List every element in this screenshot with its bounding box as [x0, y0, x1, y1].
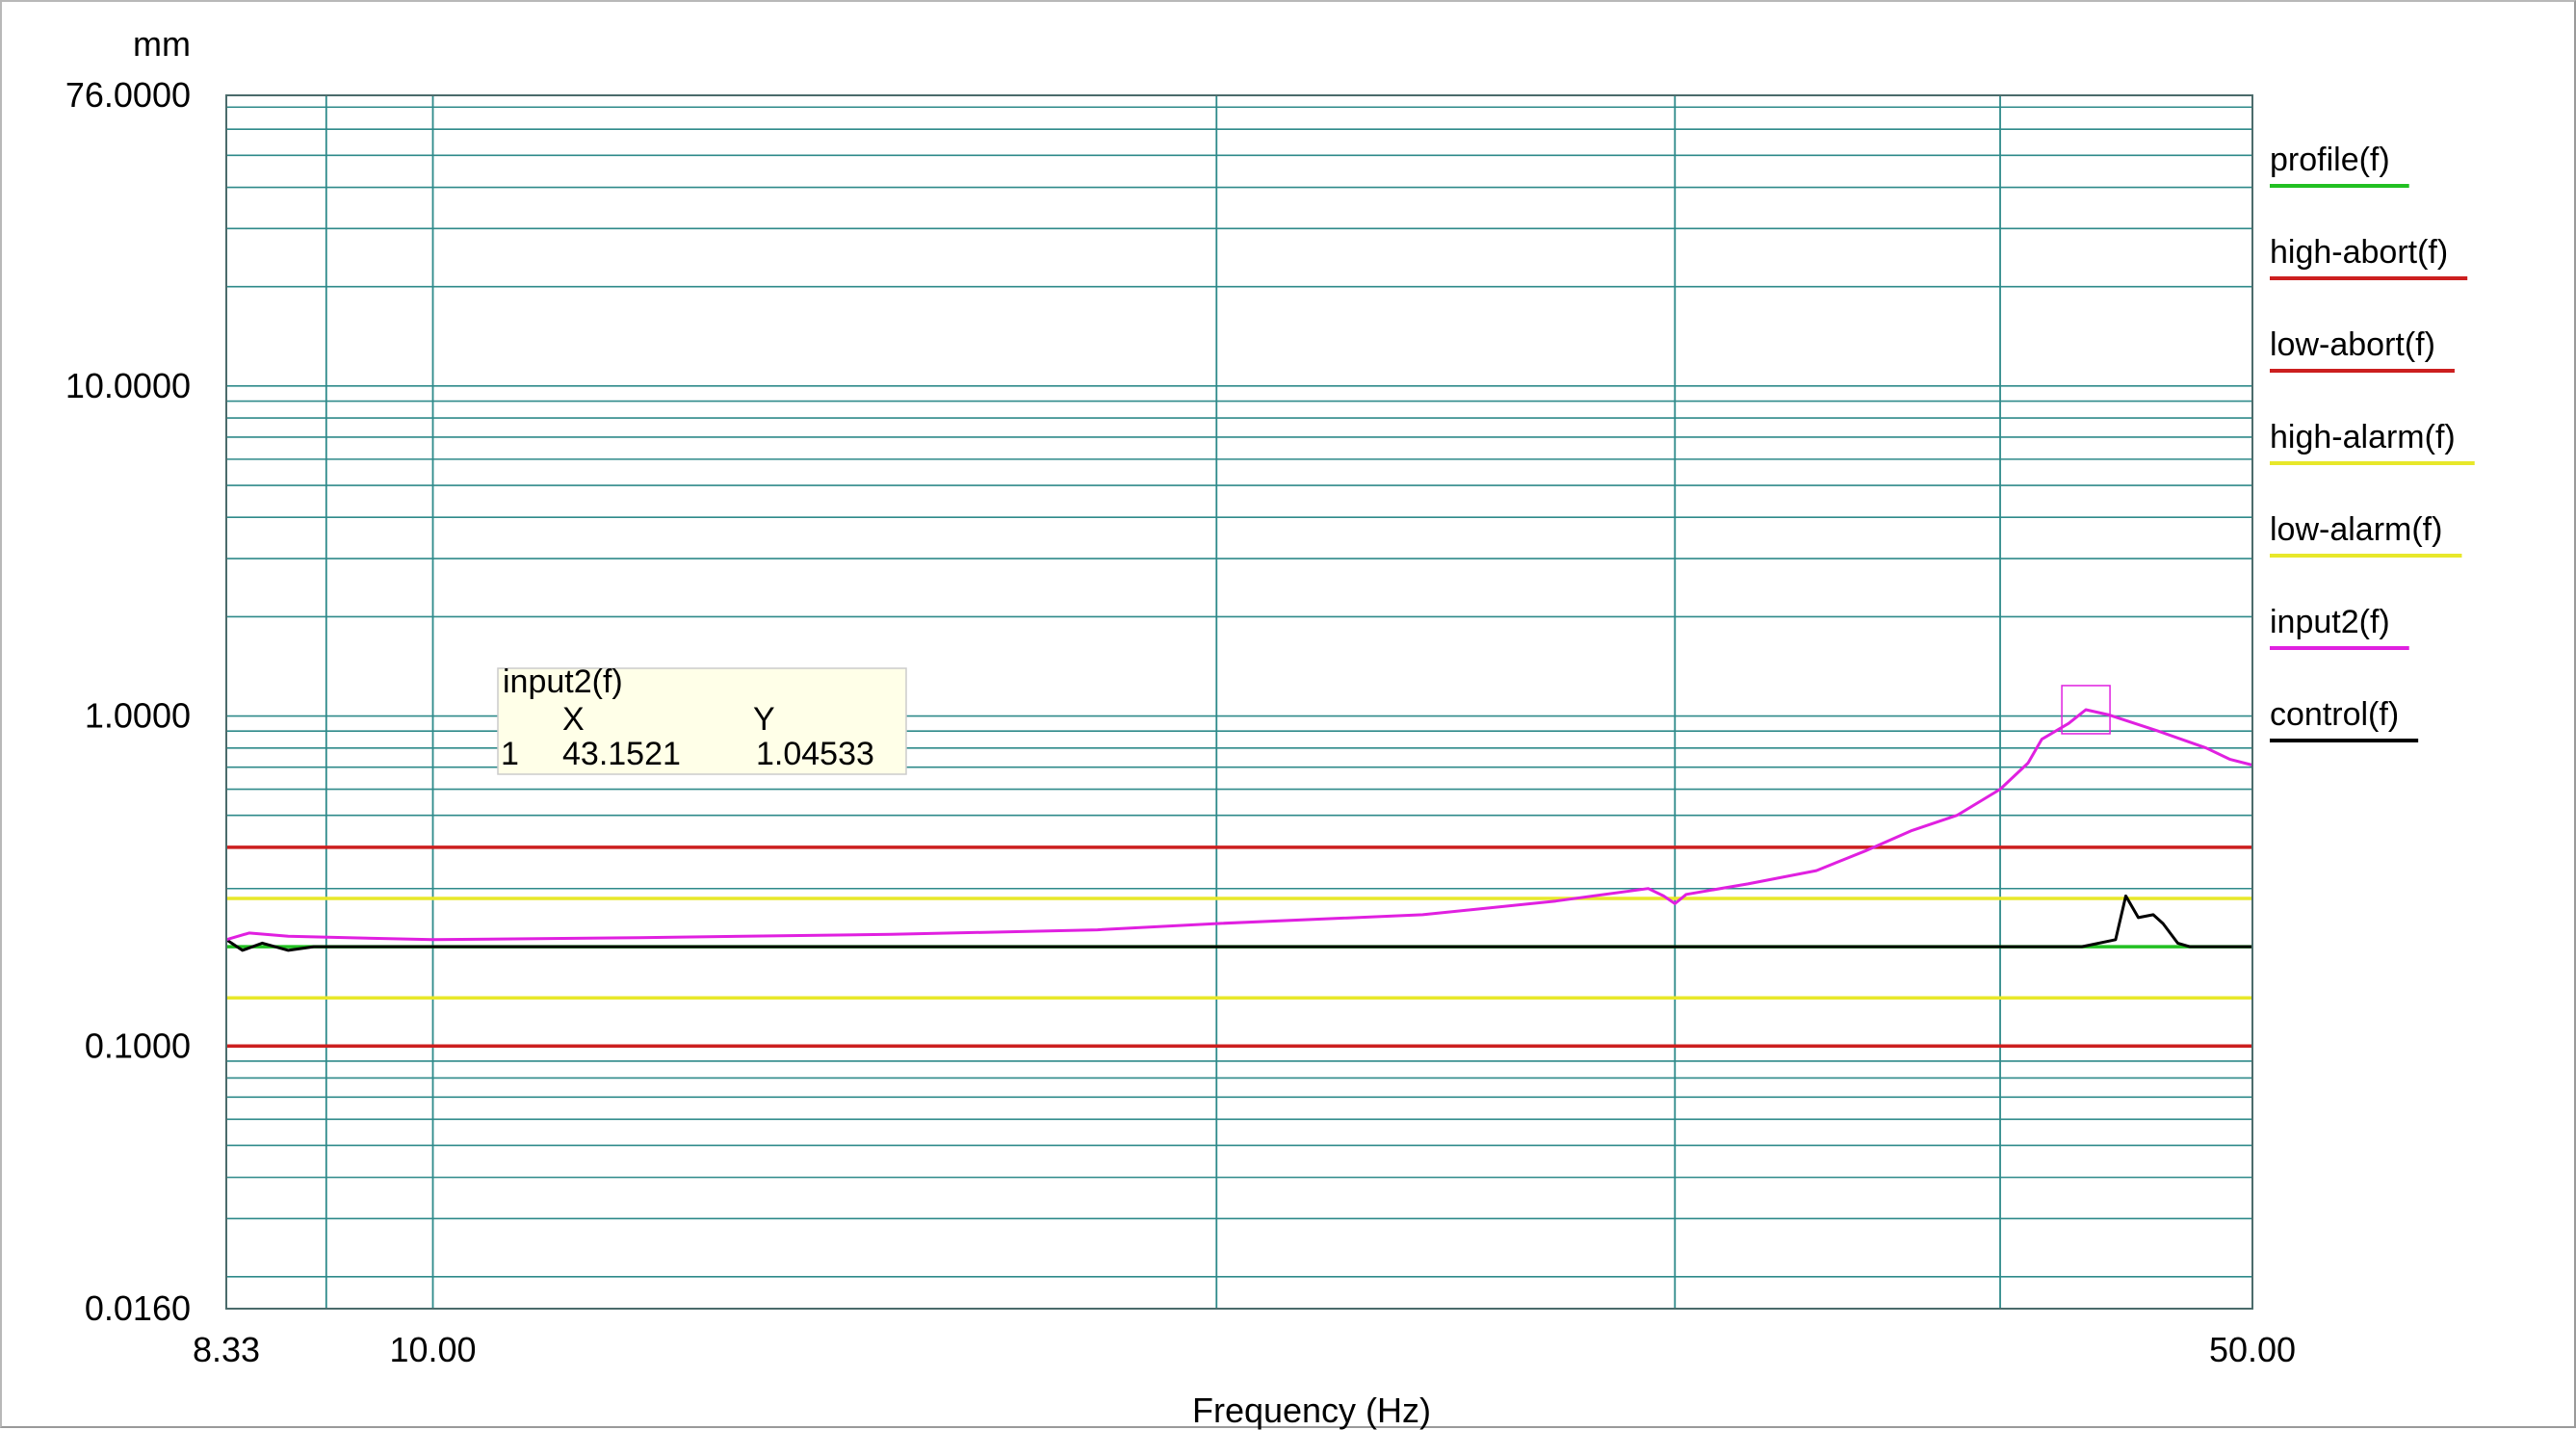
x-axis-label: Frequency (Hz)	[1192, 1391, 1431, 1430]
legend-label: control(f)	[2270, 696, 2399, 733]
series-line-controlf	[225, 894, 2252, 952]
cursor-column-y: Y	[753, 701, 775, 738]
cursor-y-value: 1.04533	[756, 736, 874, 772]
cursor-row-index: 1	[501, 736, 519, 772]
y-tick-label: 0.0160	[85, 1288, 191, 1328]
legend-label: low-alarm(f)	[2270, 511, 2442, 548]
legend-label: high-alarm(f)	[2270, 419, 2456, 455]
legend-label: low-abort(f)	[2270, 326, 2435, 363]
y-tick-label: 0.1000	[85, 1026, 191, 1065]
cursor-series-name: input2(f)	[503, 663, 623, 700]
cursor-readout: input2(f) X Y 1 43.1521 1.04533	[497, 663, 2111, 775]
y-tick-label: 1.0000	[85, 696, 191, 736]
legend-label: input2(f)	[2270, 604, 2390, 640]
cursor-marker	[2061, 685, 2111, 735]
series-layer	[225, 708, 2253, 1049]
plot-border	[225, 94, 2253, 1310]
series-line-input2f	[225, 708, 2253, 942]
y-tick-label: 76.0000	[65, 75, 191, 115]
legend: profile(f) high-abort(f) low-abort(f) high-…	[2270, 142, 2475, 742]
x-tick-label: 10.00	[389, 1330, 476, 1369]
legend-label: high-abort(f)	[2270, 234, 2448, 271]
x-tick-label: 50.00	[2209, 1330, 2296, 1369]
y-tick-label: 10.0000	[65, 366, 191, 405]
x-tick-label: 8.33	[193, 1330, 260, 1369]
cursor-column-x: X	[562, 701, 585, 738]
y-axis-unit-label: mm	[133, 24, 191, 64]
legend-label: profile(f)	[2270, 142, 2390, 178]
cursor-readout-box	[497, 667, 907, 775]
cursor-x-value: 43.1521	[562, 736, 681, 772]
